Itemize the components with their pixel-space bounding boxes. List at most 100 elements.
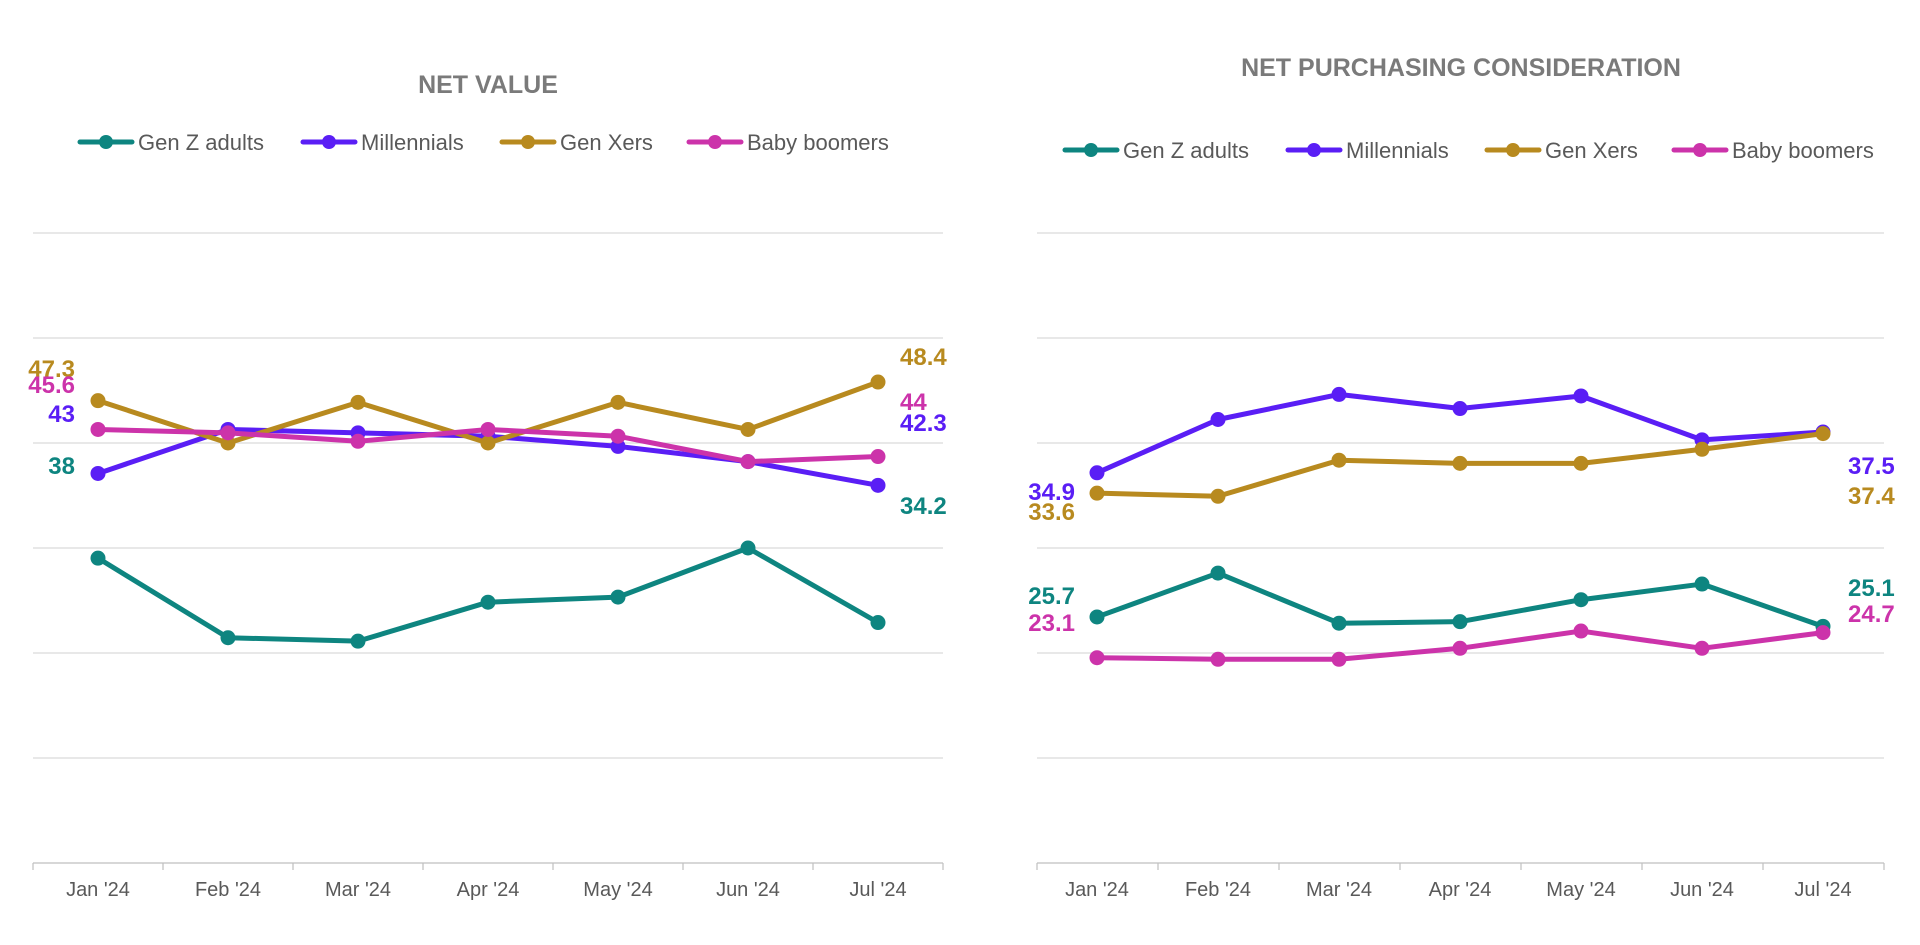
start-value-label: 34.9 — [1028, 479, 1075, 506]
start-value-label: 43 — [48, 401, 75, 428]
data-point — [480, 421, 496, 437]
legend-swatch-marker — [99, 135, 113, 149]
legend-swatch-marker — [708, 135, 722, 149]
x-tick-label: Apr '24 — [1429, 879, 1492, 901]
data-point — [220, 630, 236, 646]
series-millennials: 43 42.3 — [48, 401, 947, 493]
data-point — [90, 393, 106, 409]
legend-swatch-marker — [1307, 143, 1321, 157]
x-tick-label: Feb '24 — [195, 879, 261, 901]
data-point — [1452, 640, 1468, 656]
legend-item-gen-z-adults: Gen Z adults — [77, 130, 264, 155]
series-baby-boomers: 45.6 44 — [28, 372, 927, 470]
end-value-label: 44 — [900, 389, 927, 416]
data-point — [1089, 650, 1105, 666]
data-point — [1331, 452, 1347, 468]
data-point — [350, 633, 366, 649]
data-point — [610, 394, 626, 410]
data-point — [1452, 401, 1468, 417]
data-point — [610, 589, 626, 605]
series-gen-xers: 47.3 48.4 — [28, 344, 947, 451]
data-point — [1573, 592, 1589, 608]
legend-swatch-marker — [1084, 143, 1098, 157]
data-point — [1331, 386, 1347, 402]
legend-label: Gen Xers — [1545, 138, 1638, 163]
data-point — [1089, 465, 1105, 481]
legend-item-baby-boomers: Baby boomers — [686, 130, 889, 155]
data-point — [1331, 615, 1347, 631]
legend-label: Gen Z adults — [138, 130, 264, 155]
net-value-chart: NET VALUE Gen Z adults Millennials Gen Xers… — [28, 71, 947, 901]
data-point — [870, 449, 886, 465]
end-value-label: 42.3 — [900, 410, 947, 437]
data-point — [1573, 623, 1589, 639]
data-point — [90, 465, 106, 481]
legend-label: Gen Xers — [560, 130, 653, 155]
legend-item-millennials: Millennials — [1285, 138, 1449, 163]
legend-item-millennials: Millennials — [300, 130, 464, 155]
legend-item-baby-boomers: Baby boomers — [1671, 138, 1874, 163]
data-point — [1089, 609, 1105, 625]
data-point — [1694, 640, 1710, 656]
data-point — [480, 594, 496, 610]
end-value-label: 25.1 — [1848, 575, 1895, 602]
x-tick-label: Mar '24 — [325, 879, 391, 901]
start-value-label: 45.6 — [28, 372, 75, 399]
start-value-label: 23.1 — [1028, 610, 1075, 637]
x-tick-label: May '24 — [583, 879, 652, 901]
x-tick-label: Jun '24 — [1670, 879, 1734, 901]
data-point — [90, 550, 106, 566]
series-gen-z-adults: 25.7 25.1 — [1028, 565, 1895, 634]
x-tick-label: Jan '24 — [66, 879, 130, 901]
legend-item-gen-z-adults: Gen Z adults — [1062, 138, 1249, 163]
data-point — [1452, 455, 1468, 471]
data-point — [350, 394, 366, 410]
series-baby-boomers: 23.1 24.7 — [1028, 601, 1895, 667]
data-point — [1210, 651, 1226, 667]
data-point — [90, 421, 106, 437]
start-value-label: 47.3 — [28, 356, 75, 383]
data-point — [1089, 485, 1105, 501]
data-point — [1694, 441, 1710, 457]
data-point — [1694, 576, 1710, 592]
legend-swatch-marker — [1506, 143, 1520, 157]
data-point — [480, 435, 496, 451]
legend-swatch-marker — [322, 135, 336, 149]
start-value-label: 25.7 — [1028, 583, 1075, 610]
legend-swatch-marker — [521, 135, 535, 149]
end-value-label: 37.4 — [1848, 483, 1895, 510]
data-point — [350, 433, 366, 449]
data-point — [1210, 411, 1226, 427]
end-value-label: 48.4 — [900, 344, 947, 371]
data-point — [1210, 488, 1226, 504]
end-value-label: 37.5 — [1848, 453, 1895, 480]
x-tick-label: Jul '24 — [849, 879, 906, 901]
x-tick-label: Jan '24 — [1065, 879, 1129, 901]
series-millennials: 34.9 37.5 — [1028, 386, 1895, 506]
data-point — [1815, 625, 1831, 641]
x-tick-label: Apr '24 — [457, 879, 520, 901]
legend-item-gen-xers: Gen Xers — [499, 130, 653, 155]
chart-title: NET VALUE — [418, 71, 558, 99]
x-tick-label: Mar '24 — [1306, 879, 1372, 901]
data-point — [1452, 614, 1468, 630]
data-point — [870, 615, 886, 631]
series-gen-xers: 33.6 37.4 — [1028, 426, 1895, 526]
start-value-label: 38 — [48, 453, 75, 480]
data-point — [1573, 388, 1589, 404]
data-point — [1210, 565, 1226, 581]
legend-label: Millennials — [361, 130, 464, 155]
chart-title: NET PURCHASING CONSIDERATION — [1241, 54, 1681, 82]
data-point — [1815, 426, 1831, 442]
legend-label: Millennials — [1346, 138, 1449, 163]
legend-item-gen-xers: Gen Xers — [1484, 138, 1638, 163]
data-point — [1331, 651, 1347, 667]
data-point — [740, 454, 756, 470]
start-value-label: 33.6 — [1028, 499, 1075, 526]
series-line — [95, 545, 881, 644]
data-point — [870, 374, 886, 390]
x-tick-label: May '24 — [1546, 879, 1615, 901]
legend-swatch-marker — [1693, 143, 1707, 157]
legend-label: Baby boomers — [747, 130, 889, 155]
data-point — [740, 421, 756, 437]
